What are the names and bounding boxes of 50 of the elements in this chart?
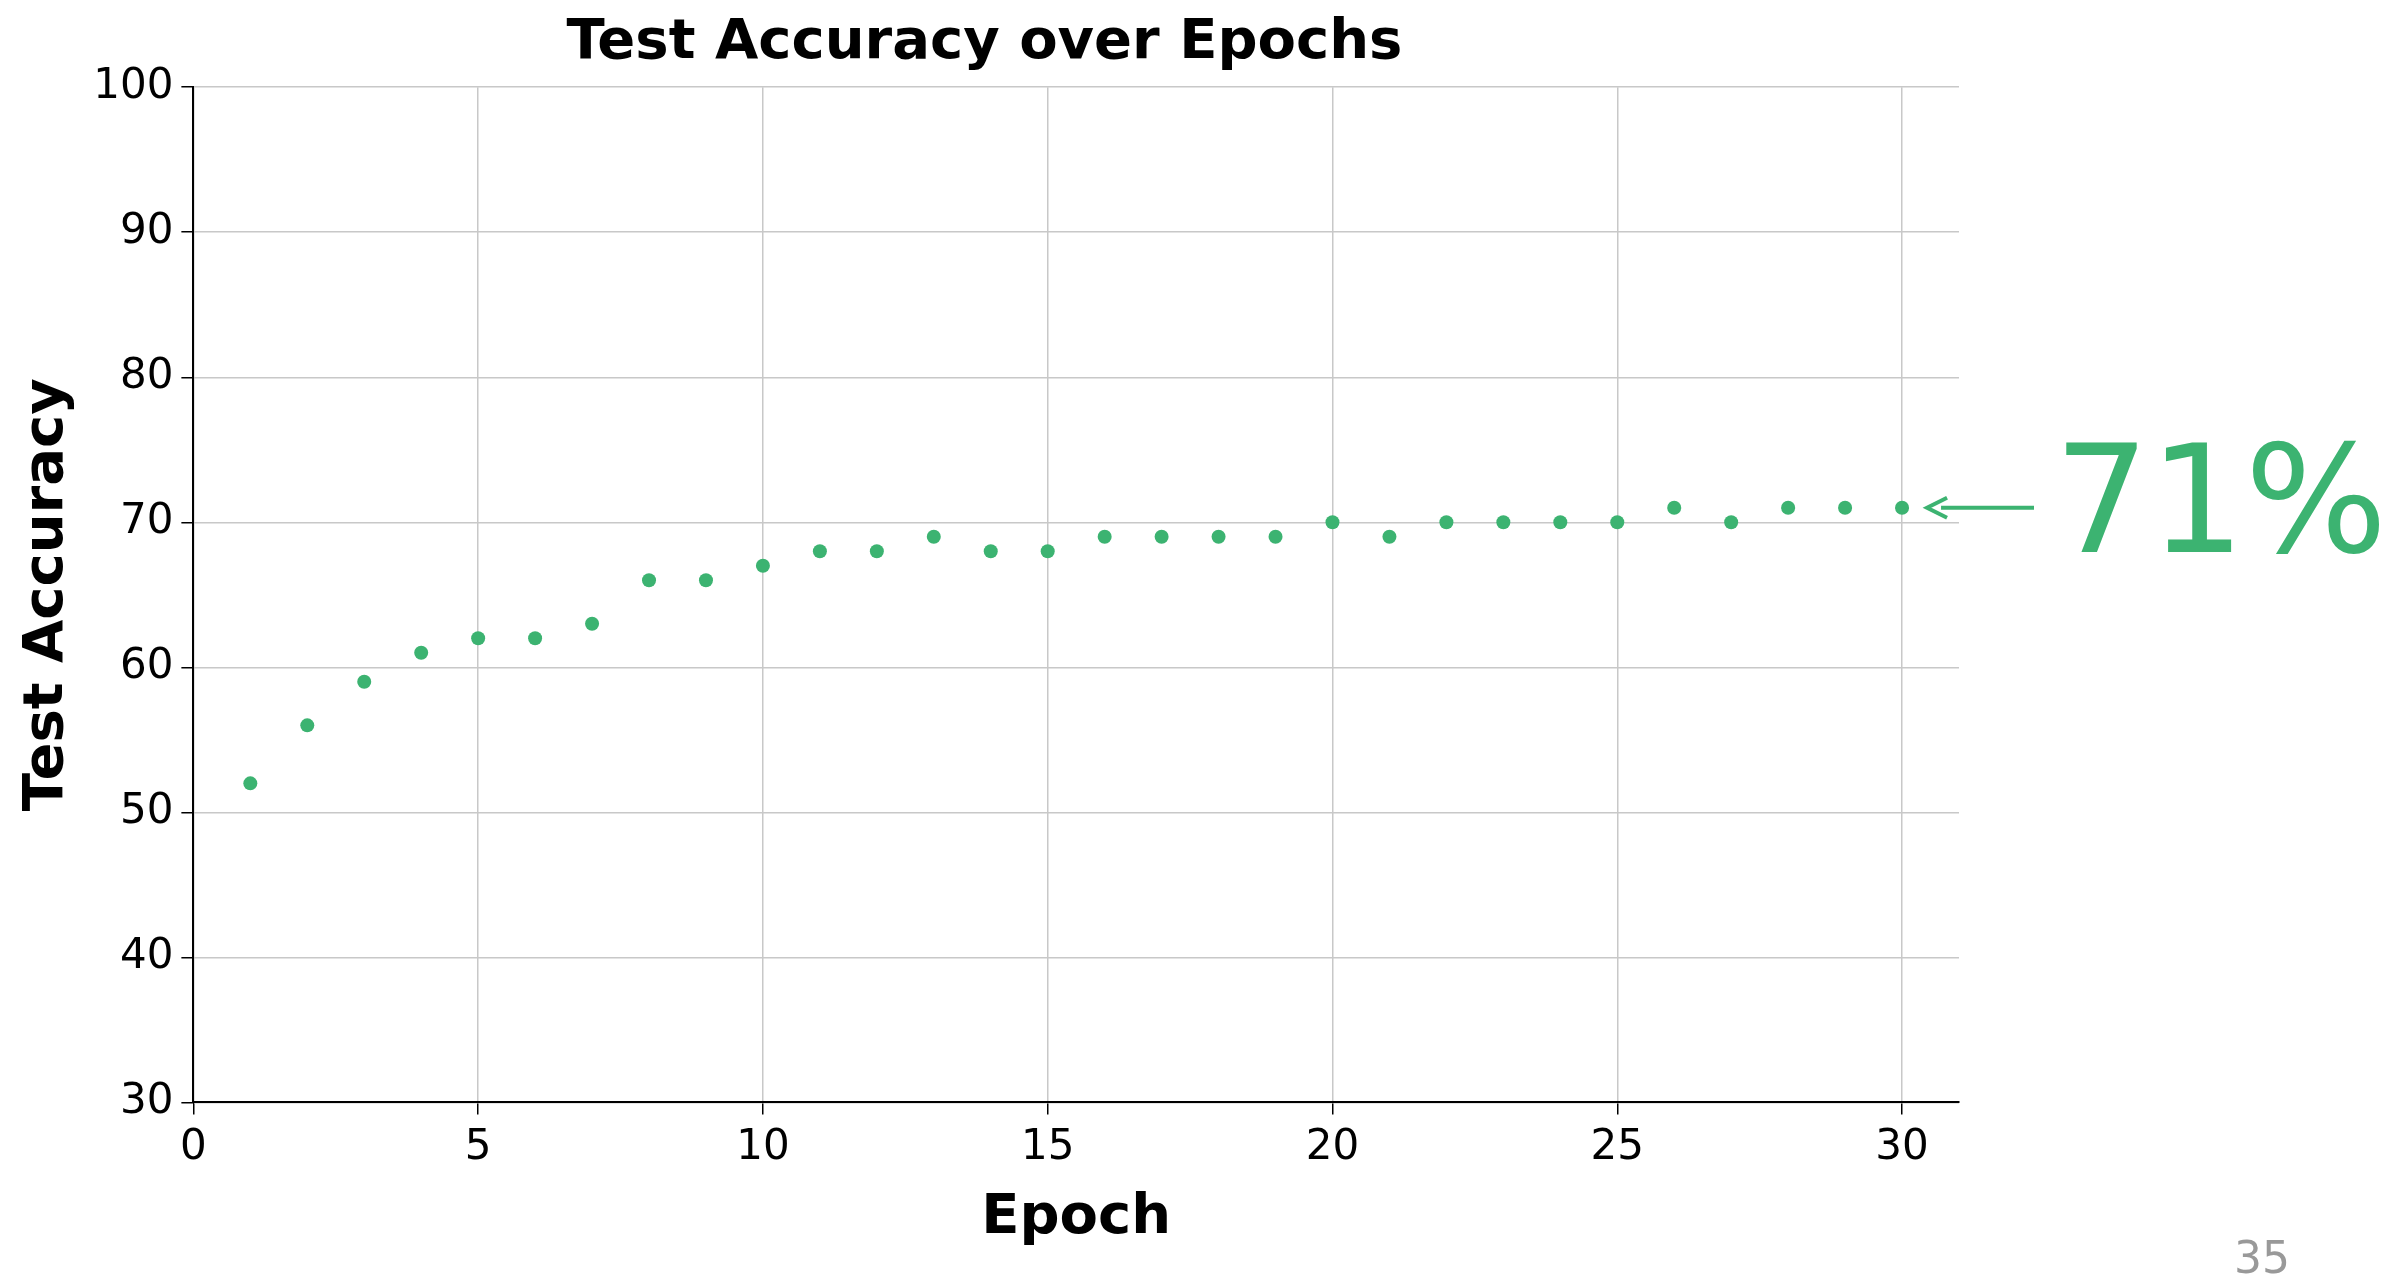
x-tick-label: 0 — [180, 1119, 207, 1169]
point — [1781, 500, 1796, 515]
x-tick-label: 30 — [1875, 1119, 1929, 1169]
point — [1211, 529, 1226, 544]
point — [926, 529, 941, 544]
point — [585, 616, 600, 631]
y-tick-label: 50 — [119, 784, 174, 834]
point — [869, 544, 884, 559]
point — [1724, 515, 1739, 530]
point — [1154, 529, 1169, 544]
point — [1838, 500, 1853, 515]
point — [414, 645, 429, 660]
point — [357, 674, 372, 689]
point — [642, 573, 657, 588]
y-axis-title: Test Accuracy — [10, 378, 76, 812]
text: 35 — [2234, 1232, 2290, 1284]
point — [1496, 515, 1511, 530]
y-tick-label: 80 — [119, 349, 174, 399]
x-axis-title: Epoch — [981, 1180, 1172, 1246]
y-tick-label: 100 — [93, 59, 174, 109]
point — [1553, 515, 1568, 530]
point — [983, 544, 998, 559]
y-tick-label: 40 — [119, 929, 174, 979]
chart-title: Test Accuracy over Epochs — [566, 6, 1403, 72]
point — [300, 718, 315, 733]
x-tick-label: 25 — [1590, 1119, 1644, 1169]
point — [755, 558, 770, 573]
point — [471, 631, 486, 646]
point — [1610, 515, 1625, 530]
point — [698, 573, 713, 588]
y-tick-label: 70 — [119, 494, 174, 544]
annotation: 71% — [2054, 412, 2388, 587]
y-tick-label: 90 — [119, 204, 174, 254]
x-tick-label: 15 — [1020, 1119, 1075, 1169]
y-tick-label: 30 — [119, 1074, 174, 1124]
point — [1382, 529, 1397, 544]
point — [243, 776, 258, 791]
point — [528, 631, 543, 646]
point — [1439, 515, 1454, 530]
point — [1895, 500, 1910, 515]
point — [1097, 529, 1112, 544]
point — [1667, 500, 1682, 515]
x-tick-label: 20 — [1305, 1119, 1360, 1169]
x-tick-label: 5 — [464, 1119, 492, 1169]
point — [812, 544, 827, 559]
point — [1268, 529, 1283, 544]
x-tick-label: 10 — [736, 1119, 790, 1169]
y-tick-label: 60 — [119, 639, 174, 689]
point — [1040, 544, 1055, 559]
point — [1325, 515, 1340, 530]
